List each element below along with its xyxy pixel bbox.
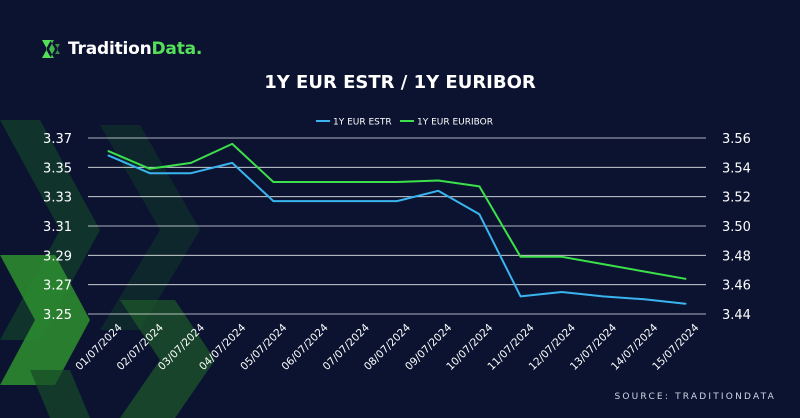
decor-chevron-5 <box>30 370 90 418</box>
series-layer <box>107 142 687 305</box>
data-point <box>519 255 522 258</box>
data-point <box>313 200 316 202</box>
right-tick-label: 3.46 <box>722 279 751 294</box>
data-point <box>684 277 687 280</box>
data-point <box>478 185 481 188</box>
left-tick-label: 3.25 <box>43 308 72 323</box>
data-point <box>354 200 357 202</box>
grid-layer <box>88 137 706 315</box>
data-point <box>313 181 316 183</box>
data-point <box>272 181 275 183</box>
chart-title: 1Y EUR ESTR / 1Y EURIBOR <box>264 72 536 93</box>
tradition-data-logo-icon <box>42 40 60 58</box>
data-point <box>231 162 234 164</box>
data-point <box>643 298 646 301</box>
x-axis: 01/07/202402/07/202403/07/202404/07/2024… <box>73 321 701 373</box>
data-point <box>396 200 398 202</box>
data-point <box>602 295 604 298</box>
left-tick-label: 3.33 <box>43 191 72 206</box>
legend-label: 1Y EUR EURIBOR <box>417 118 493 128</box>
right-tick-label: 3.52 <box>722 191 751 206</box>
data-point <box>354 181 357 183</box>
left-axis: 3.37 3.35 3.33 3.31 3.29 3.27 3.25 <box>43 132 72 323</box>
right-tick-label: 3.44 <box>722 308 751 323</box>
decor-chevron-4 <box>120 300 215 418</box>
decor-chevron-2 <box>100 125 200 330</box>
data-point <box>190 172 192 175</box>
legend-label: 1Y EUR ESTR <box>333 118 392 128</box>
data-point <box>643 270 646 273</box>
data-point <box>396 181 398 183</box>
brand-logo: TraditionData. <box>40 38 202 60</box>
data-point <box>148 172 151 175</box>
data-point <box>437 179 440 182</box>
left-tick-label: 3.31 <box>43 220 72 235</box>
source-note: SOURCE: TRADITIONDATA <box>614 392 776 402</box>
chart-legend: 1Y EUR ESTR 1Y EUR EURIBOR <box>316 118 493 128</box>
right-tick-label: 3.54 <box>722 161 751 176</box>
data-point <box>684 302 687 305</box>
data-point <box>107 150 110 153</box>
series-line-euribor <box>107 142 687 280</box>
left-tick-label: 3.37 <box>43 132 72 147</box>
data-point <box>231 142 234 145</box>
data-point <box>107 154 110 157</box>
data-point <box>148 167 151 170</box>
left-tick-label: 3.27 <box>43 279 72 294</box>
data-point <box>560 291 563 293</box>
logo-text: TraditionData. <box>68 39 203 59</box>
series-line-estr <box>107 154 687 305</box>
data-point <box>437 189 440 192</box>
data-point <box>519 295 522 298</box>
decor-chevron-3 <box>0 255 90 385</box>
data-point <box>478 213 481 216</box>
right-tick-label: 3.56 <box>722 132 751 147</box>
data-point <box>560 255 563 258</box>
right-tick-label: 3.48 <box>722 249 751 264</box>
data-point <box>602 263 604 266</box>
right-tick-label: 3.50 <box>722 220 751 235</box>
data-point <box>190 162 192 164</box>
right-axis: 3.56 3.54 3.52 3.50 3.48 3.46 3.44 <box>722 132 751 323</box>
left-tick-label: 3.35 <box>43 161 72 176</box>
data-point <box>272 200 275 202</box>
left-tick-label: 3.29 <box>43 249 72 264</box>
